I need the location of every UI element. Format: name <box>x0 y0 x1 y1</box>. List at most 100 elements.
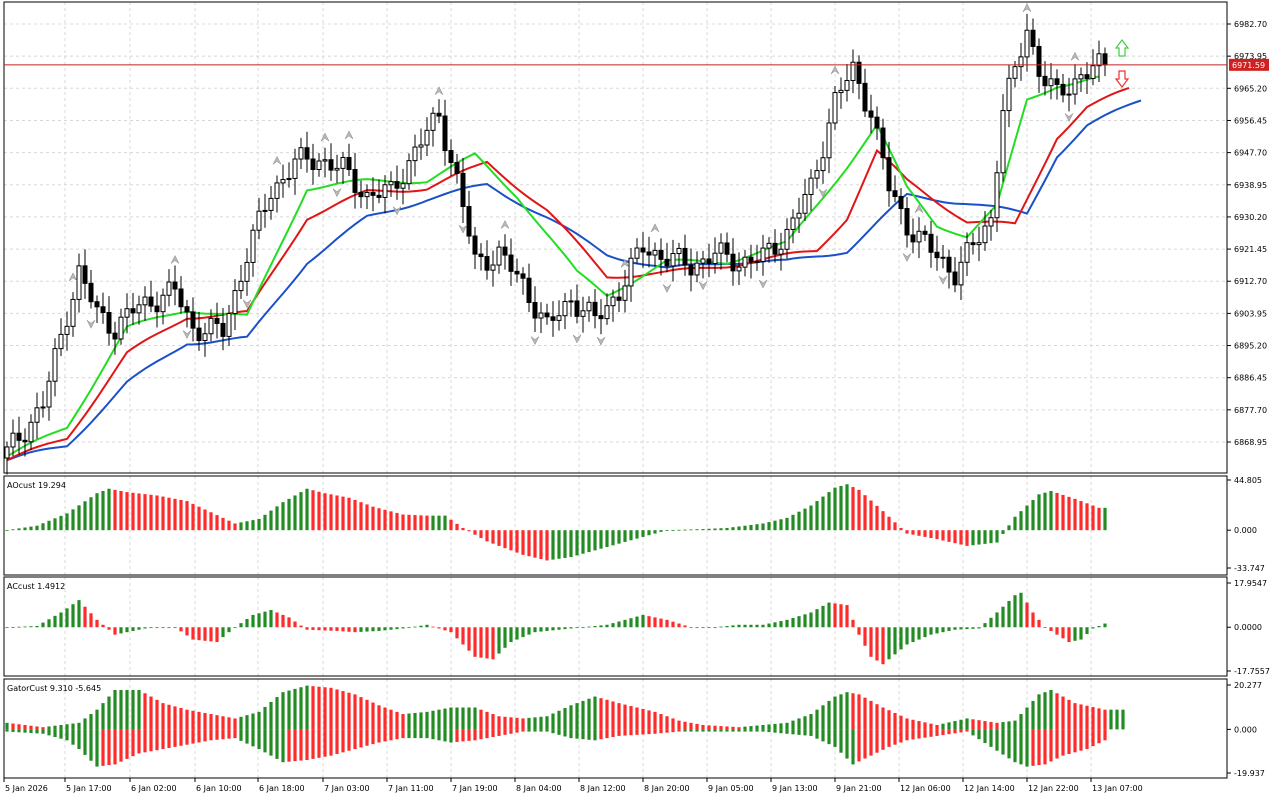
bull-candle-body <box>778 248 784 255</box>
bull-candle-body <box>1048 78 1054 87</box>
bear-candle-body <box>1060 83 1066 96</box>
ao-bar <box>557 530 561 559</box>
ao-bar <box>653 530 657 534</box>
ac-bar <box>89 613 93 628</box>
ac-bar <box>629 618 633 628</box>
fractal-down-arrow <box>572 334 582 344</box>
bear-candle-body <box>724 242 730 255</box>
bear-candle-body <box>454 162 460 174</box>
price-axis[interactable]: 6982.70 6973.95 6965.20 6956.45 6947.70 6938.… <box>1227 20 1270 778</box>
gator-upper-bar <box>149 696 153 730</box>
ac-bar <box>887 627 891 660</box>
gator-lower-bar <box>611 729 615 738</box>
candle <box>322 147 328 178</box>
time-axis[interactable]: 5 Jan 2026 5 Jan 17:00 6 Jan 02:00 6 Jan 10… <box>3 778 1143 793</box>
candle <box>682 234 688 276</box>
ac-bar <box>401 627 405 629</box>
candle <box>196 311 202 351</box>
ao-bar <box>425 515 429 531</box>
gator-upper-bar <box>701 724 705 730</box>
candle <box>232 279 238 331</box>
candle <box>676 242 682 267</box>
ac-bar <box>1007 600 1011 628</box>
ao-bar <box>59 515 63 531</box>
gator-upper-bar <box>1097 708 1101 730</box>
gator-lower-bar <box>935 729 939 736</box>
candle <box>22 428 28 457</box>
ac-bar <box>209 627 213 642</box>
ac-bar <box>755 624 759 628</box>
bull-candle-body <box>964 242 970 263</box>
ao-bar <box>935 530 939 540</box>
candle <box>460 157 466 223</box>
gator-upper-bar <box>935 724 939 730</box>
ac-bar <box>713 627 717 629</box>
candle <box>292 148 298 195</box>
ao-bar <box>329 494 333 531</box>
gator-lower-bar <box>1055 729 1059 759</box>
bear-candle-body <box>112 332 118 340</box>
ao-bar <box>773 520 777 531</box>
ao-bar <box>641 530 645 537</box>
candle <box>190 297 196 342</box>
candle <box>982 210 988 251</box>
candle <box>670 239 676 282</box>
ao-bar <box>683 529 687 531</box>
candle <box>496 240 502 274</box>
ao-bar <box>521 530 525 555</box>
bear-candle-body <box>730 253 736 272</box>
x-tick-label: 9 Jan 13:00 <box>772 784 818 793</box>
candle <box>346 143 352 176</box>
candle <box>532 286 538 332</box>
ac-bar <box>197 627 201 641</box>
bear-candle-body <box>574 300 580 317</box>
candle <box>94 295 100 324</box>
candle <box>238 264 244 300</box>
bear-candle-body <box>886 157 892 192</box>
candle <box>724 232 730 263</box>
ao-bar <box>797 511 801 531</box>
gator-upper-bar <box>227 717 231 730</box>
gator-lower-bar <box>203 729 207 742</box>
candle <box>184 299 190 328</box>
ac-indicator-panel[interactable]: ACcust 1.4912 <box>3 576 1228 677</box>
bull-candle-body <box>1024 29 1030 58</box>
gator-upper-bar <box>605 699 609 730</box>
ac-bar <box>341 627 345 632</box>
bull-candle-body <box>820 157 826 172</box>
ac-bar <box>221 627 225 638</box>
ac-bar <box>575 627 579 629</box>
candle <box>970 232 976 255</box>
ao-indicator-panel[interactable]: AOcust 19.294 <box>3 475 1228 576</box>
ac-bar <box>815 609 819 628</box>
ac-bar <box>1025 602 1029 628</box>
ac-bar <box>59 612 63 628</box>
ac-bar <box>617 621 621 628</box>
gator-upper-bar <box>911 719 915 730</box>
candle <box>502 234 508 270</box>
candle <box>508 238 514 286</box>
bear-candle-body <box>214 317 220 324</box>
candle <box>694 251 700 283</box>
gator-lower-bar <box>929 729 933 737</box>
gator-indicator-panel[interactable]: GatorCust 9.310 -5.645 <box>3 678 1228 779</box>
gator-lower-bar <box>1031 729 1035 766</box>
bear-candle-body <box>904 208 910 236</box>
main-price-panel[interactable] <box>3 1 1228 475</box>
gator-lower-bar <box>881 729 885 750</box>
ac-bar <box>365 627 369 632</box>
gator-lower-bar <box>305 729 309 761</box>
bull-candle-body <box>796 212 802 219</box>
bull-candle-body <box>610 296 616 307</box>
gator-lower-bar <box>977 729 981 740</box>
gator-lower-bar <box>257 729 261 750</box>
gator-lower-bar <box>383 729 387 742</box>
ao-bar <box>791 514 795 531</box>
gator-upper-bar <box>125 689 129 730</box>
ac-bar <box>527 627 531 635</box>
ac-bar <box>671 621 675 628</box>
gator-upper-bar <box>5 722 9 730</box>
gator-upper-bar <box>905 718 909 730</box>
fractal-up-arrow <box>320 132 330 142</box>
